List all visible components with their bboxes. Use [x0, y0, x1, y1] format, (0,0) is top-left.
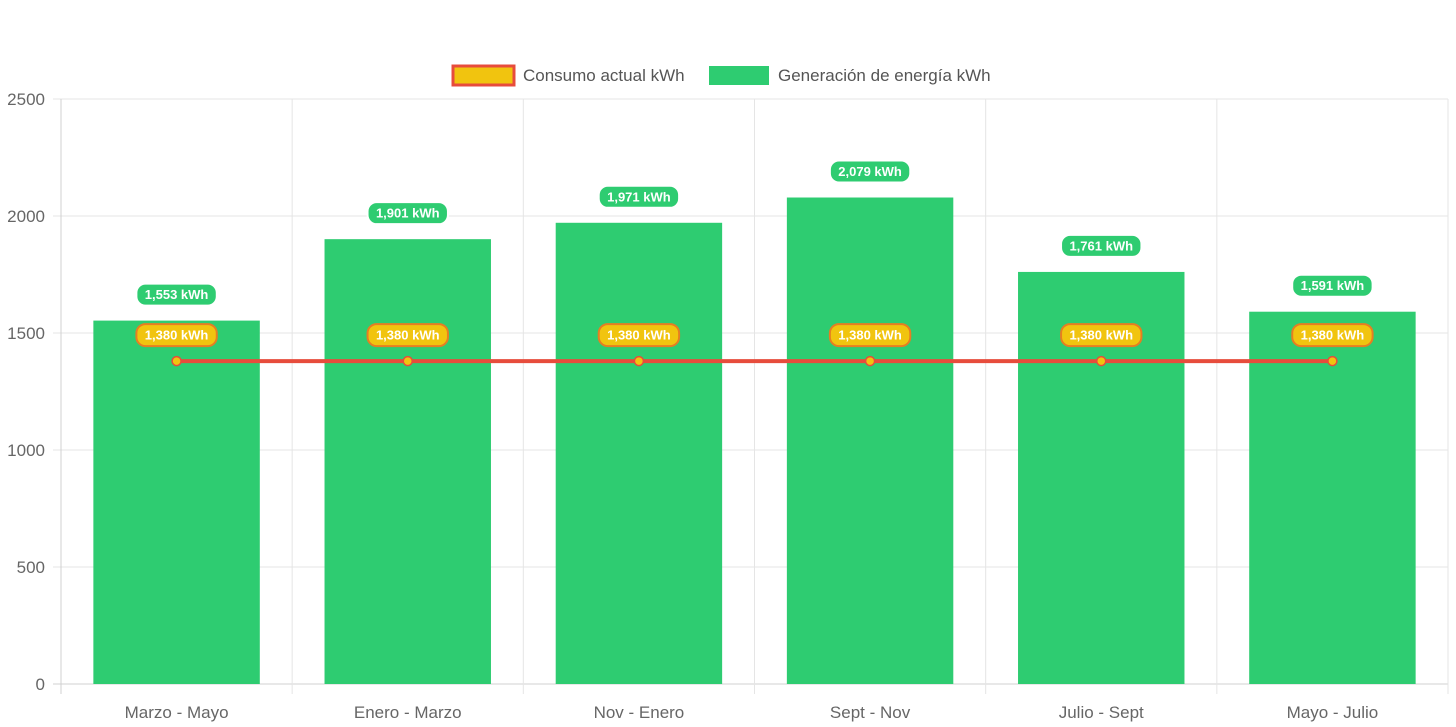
- grid: [53, 98, 1449, 694]
- line-data-label-text: 1,380 kWh: [145, 328, 209, 343]
- bar-data-label-bg: [366, 201, 449, 226]
- legend-label-consumo: Consumo actual kWh: [523, 66, 685, 85]
- data-labels: 1,553 kWh 1,901 kWh 1,971 kWh 2,079 kWh 1,76…: [135, 159, 1374, 348]
- x-tick-label: Sept - Nov: [830, 703, 911, 722]
- line-point[interactable]: [1096, 355, 1107, 367]
- line-point[interactable]: [633, 355, 645, 367]
- x-tick-label: Nov - Enero: [594, 703, 685, 722]
- y-tick-label: 2000: [7, 207, 45, 226]
- y-tick-label: 2500: [7, 90, 45, 109]
- line-data-label-bg: [828, 323, 912, 348]
- bar[interactable]: [1249, 311, 1416, 684]
- x-tick-label: Enero - Marzo: [354, 703, 462, 722]
- legend: Consumo actual kWh Generación de energía…: [451, 64, 991, 87]
- line-data-label: 1,380 kWh: [1060, 323, 1143, 348]
- line-data-label-bg: [1291, 323, 1374, 348]
- y-tick-label: 500: [17, 558, 45, 577]
- x-tick-label: Julio - Sept: [1059, 703, 1144, 722]
- bar[interactable]: [324, 239, 491, 684]
- legend-swatch-consumo: [451, 64, 516, 87]
- line-data-label: 1,380 kWh: [597, 323, 681, 348]
- bar-data-label: 1,591 kWh: [1291, 273, 1374, 298]
- bar[interactable]: [555, 222, 723, 684]
- line-point[interactable]: [402, 355, 413, 367]
- line-data-label-text: 1,380 kWh: [1069, 328, 1133, 343]
- line-data-label-bg: [135, 323, 218, 348]
- bar-data-label: 1,553 kWh: [135, 282, 218, 307]
- bar-data-label-bg: [828, 159, 912, 184]
- y-tick-label: 1000: [7, 441, 45, 460]
- legend-item-consumo[interactable]: Consumo actual kWh: [451, 64, 685, 87]
- line-data-label: 1,380 kWh: [366, 323, 449, 348]
- bar-data-label-bg: [1291, 273, 1374, 298]
- bar[interactable]: [93, 320, 260, 684]
- bar-data-label-bg: [1060, 233, 1143, 258]
- line-data-label: 1,380 kWh: [828, 323, 912, 348]
- bar-data-label: 1,761 kWh: [1060, 233, 1143, 258]
- line-data-label-text: 1,380 kWh: [607, 328, 671, 343]
- x-tick-label: Mayo - Julio: [1287, 703, 1379, 722]
- x-tick-label: Marzo - Mayo: [125, 703, 229, 722]
- y-tick-label: 0: [36, 675, 45, 694]
- line-data-label-text: 1,380 kWh: [376, 328, 440, 343]
- axes: 0 500 1000 1500 2000 2500 Marzo - Mayo Enero - …: [7, 90, 1378, 722]
- line-series: [171, 355, 1338, 367]
- y-tick-label: 1500: [7, 324, 45, 343]
- line-point[interactable]: [171, 355, 182, 367]
- bar[interactable]: [786, 197, 954, 684]
- bar-data-label-text: 1,971 kWh: [607, 189, 671, 204]
- bar-data-label: 2,079 kWh: [828, 159, 912, 184]
- line-data-label-bg: [597, 323, 681, 348]
- line-data-label-text: 1,380 kWh: [838, 328, 902, 343]
- bar-data-label-bg: [597, 184, 681, 209]
- bar-data-label-text: 1,553 kWh: [145, 287, 209, 302]
- bar-data-label-text: 1,591 kWh: [1301, 278, 1365, 293]
- bar-data-label: 1,971 kWh: [597, 184, 681, 209]
- legend-label-generacion: Generación de energía kWh: [778, 66, 991, 85]
- line-data-label-text: 1,380 kWh: [1301, 328, 1365, 343]
- line-data-label-bg: [1060, 323, 1143, 348]
- legend-item-generacion[interactable]: Generación de energía kWh: [709, 66, 991, 85]
- line-point[interactable]: [1327, 355, 1338, 367]
- bar-data-label-bg: [135, 282, 218, 307]
- line-data-label: 1,380 kWh: [1291, 323, 1374, 348]
- bar-data-label-text: 2,079 kWh: [838, 164, 902, 179]
- bar-data-label: 1,901 kWh: [366, 201, 449, 226]
- bar-data-label-text: 1,901 kWh: [376, 206, 440, 221]
- line-data-label-bg: [366, 323, 449, 348]
- line-point[interactable]: [864, 355, 876, 367]
- bar-data-label-text: 1,761 kWh: [1069, 238, 1133, 253]
- legend-swatch-generacion: [709, 66, 769, 85]
- line-data-label: 1,380 kWh: [135, 323, 218, 348]
